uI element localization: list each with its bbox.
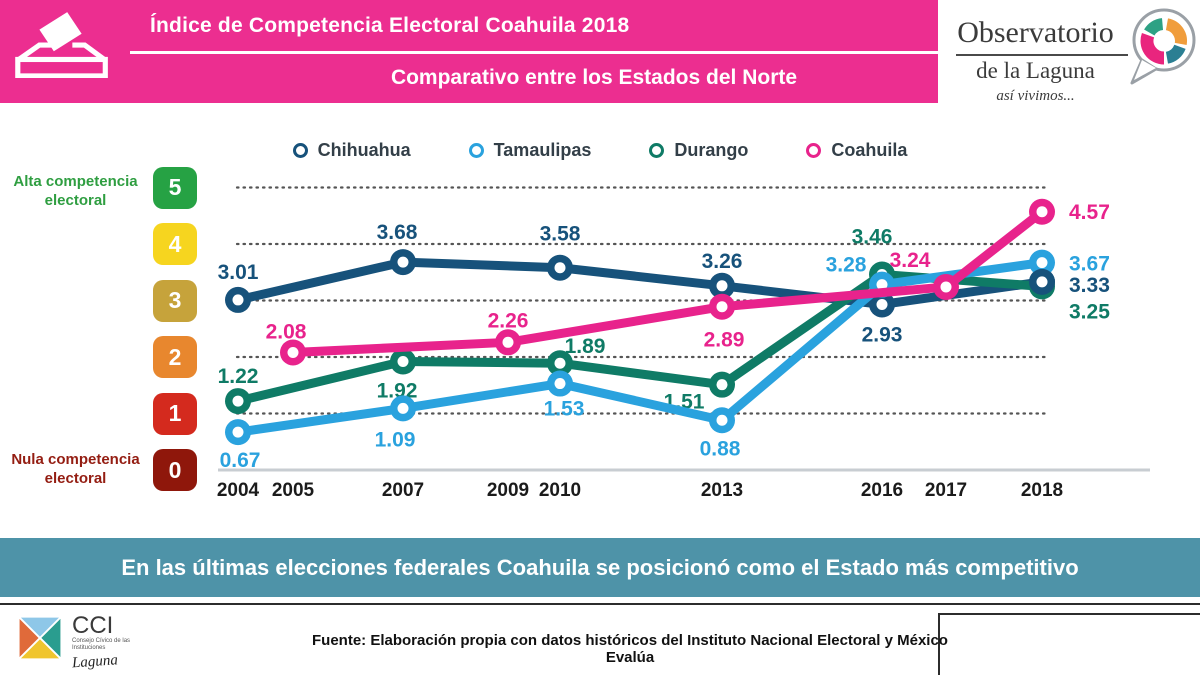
data-point-hole bbox=[1036, 257, 1048, 269]
highlight-banner-text: En las últimas elecciones federales Coah… bbox=[121, 554, 1079, 580]
data-point-hole bbox=[502, 336, 514, 348]
legend-ring-icon bbox=[649, 143, 665, 158]
data-label-chihuahua-2004: 3.01 bbox=[218, 261, 259, 284]
data-label-coahuila-2005: 2.08 bbox=[266, 320, 307, 343]
legend-item-chihuahua: Chihuahua bbox=[292, 140, 411, 161]
legend-item-durango: Durango bbox=[649, 140, 748, 161]
data-point-hole bbox=[232, 294, 244, 306]
x-tick-2009: 2009 bbox=[487, 480, 529, 501]
scale-box-5: 5 bbox=[153, 166, 197, 209]
data-point-hole bbox=[554, 378, 566, 390]
scale-box-1: 1 bbox=[153, 392, 197, 435]
data-point-hole bbox=[716, 379, 728, 391]
data-label-coahuila-2017: 3.24 bbox=[890, 249, 931, 272]
cci-logo: CCI Consejo Cívico de las Instituciones … bbox=[14, 612, 142, 672]
scale-box-0: 0 bbox=[153, 449, 197, 491]
chart-legend: Chihuahua Tamaulipas Durango Coahuila bbox=[0, 140, 1200, 161]
cci-text: CCI Consejo Cívico de las Instituciones … bbox=[71, 612, 142, 672]
data-label-tamaulipas-2013: 0.88 bbox=[700, 437, 741, 460]
legend-label: Durango bbox=[674, 140, 749, 160]
brand-divider bbox=[956, 54, 1128, 56]
x-tick-2010: 2010 bbox=[539, 480, 581, 501]
data-point-hole bbox=[287, 346, 299, 358]
data-label-chihuahua-2018: 3.33 bbox=[1069, 274, 1110, 297]
cci-script: Laguna bbox=[71, 652, 119, 672]
data-point-hole bbox=[554, 357, 566, 369]
data-label-chihuahua-2010: 3.58 bbox=[540, 223, 581, 246]
scale-high-label: Alta competencia electoral bbox=[13, 173, 138, 209]
series-line-tamaulipas bbox=[233, 258, 1047, 437]
x-tick-2018: 2018 bbox=[1021, 480, 1063, 501]
chart-svg: 2004 2005 2007 2009 2010 2013 2016 2017 2018 3.01… bbox=[217, 186, 1150, 501]
data-point-hole bbox=[1036, 206, 1048, 218]
footer-empty-cell bbox=[938, 613, 1200, 675]
highlight-banner: En las últimas elecciones federales Coah… bbox=[0, 538, 1200, 597]
data-label-tamaulipas-2018: 3.67 bbox=[1069, 253, 1110, 276]
brand-block: Observatorio de la Laguna así vivimos... bbox=[938, 0, 1200, 115]
series-line-chihuahua bbox=[233, 257, 1047, 309]
legend-ring-icon bbox=[468, 143, 484, 158]
data-point-hole bbox=[397, 256, 409, 268]
data-point-hole bbox=[554, 262, 566, 274]
data-label-chihuahua-2007: 3.68 bbox=[377, 221, 418, 244]
data-label-coahuila-2009: 2.26 bbox=[488, 309, 529, 332]
cci-acronym: CCI bbox=[72, 612, 114, 639]
ballot-box-icon bbox=[15, 12, 108, 78]
scale-box-4: 4 bbox=[153, 223, 197, 265]
data-label-durango-2004: 1.22 bbox=[218, 365, 259, 388]
data-label-chihuahua-2013: 3.26 bbox=[702, 250, 743, 273]
data-label-durango-2018: 3.25 bbox=[1069, 300, 1110, 323]
data-point-hole bbox=[232, 426, 244, 438]
x-tick-2016: 2016 bbox=[861, 480, 903, 501]
data-point-hole bbox=[716, 414, 728, 426]
legend-label: Tamaulipas bbox=[493, 140, 592, 160]
data-point-hole bbox=[397, 402, 409, 414]
legend-label: Chihuahua bbox=[317, 140, 411, 160]
data-point-hole bbox=[397, 356, 409, 368]
legend-ring-icon bbox=[292, 143, 308, 158]
header-divider bbox=[130, 51, 938, 54]
legend-label: Coahuila bbox=[831, 140, 908, 160]
data-label-tamaulipas-2010: 1.53 bbox=[544, 398, 585, 421]
data-point-hole bbox=[876, 279, 888, 291]
data-label-tamaulipas-2004: 0.67 bbox=[220, 449, 261, 472]
x-tick-2017: 2017 bbox=[925, 480, 967, 501]
legend-item-coahuila: Coahuila bbox=[806, 140, 907, 161]
cci-fullname: Consejo Cívico de las Instituciones bbox=[72, 638, 131, 651]
legend-ring-icon bbox=[806, 143, 822, 158]
scale-box-3: 3 bbox=[153, 279, 197, 322]
data-label-durango-2016: 3.46 bbox=[852, 226, 893, 249]
scale-box-2: 2 bbox=[153, 336, 197, 378]
data-point-hole bbox=[716, 280, 728, 292]
data-label-coahuila-2013: 2.89 bbox=[704, 329, 745, 352]
brand-name: Observatorio bbox=[957, 16, 1114, 49]
source-note: Fuente: Elaboración propia con datos his… bbox=[312, 632, 948, 666]
data-point-hole bbox=[716, 301, 728, 313]
header-band: Índice de Competencia Electoral Coahuila… bbox=[0, 0, 938, 103]
data-label-tamaulipas-2016: 3.28 bbox=[826, 254, 867, 277]
data-label-coahuila-2018: 4.57 bbox=[1069, 201, 1110, 224]
footer-top-rule bbox=[0, 603, 1200, 605]
page-title: Índice de Competencia Electoral Coahuila… bbox=[150, 14, 630, 37]
brand-tagline: así vivimos... bbox=[996, 88, 1075, 104]
speech-bubble-donut-icon bbox=[1130, 8, 1196, 85]
brand-subname: de la Laguna bbox=[976, 58, 1095, 83]
x-tick-2013: 2013 bbox=[701, 480, 743, 501]
legend-item-tamaulipas: Tamaulipas bbox=[468, 140, 592, 161]
data-label-durango-2010: 1.89 bbox=[565, 335, 606, 358]
data-point-hole bbox=[876, 298, 888, 310]
page-subtitle: Comparativo entre los Estados del Norte bbox=[390, 66, 798, 89]
scale-low-label: Nula competencia electoral bbox=[11, 451, 140, 487]
cci-pinwheel-icon bbox=[16, 614, 64, 662]
x-tick-2007: 2007 bbox=[382, 480, 424, 501]
x-tick-2005: 2005 bbox=[272, 480, 315, 501]
data-label-chihuahua-2016: 2.93 bbox=[862, 323, 903, 346]
data-point-hole bbox=[1036, 276, 1048, 288]
data-point-hole bbox=[940, 281, 952, 293]
data-point-hole bbox=[232, 395, 244, 407]
x-tick-2004: 2004 bbox=[217, 480, 260, 501]
data-label-tamaulipas-2007: 1.09 bbox=[375, 428, 416, 451]
